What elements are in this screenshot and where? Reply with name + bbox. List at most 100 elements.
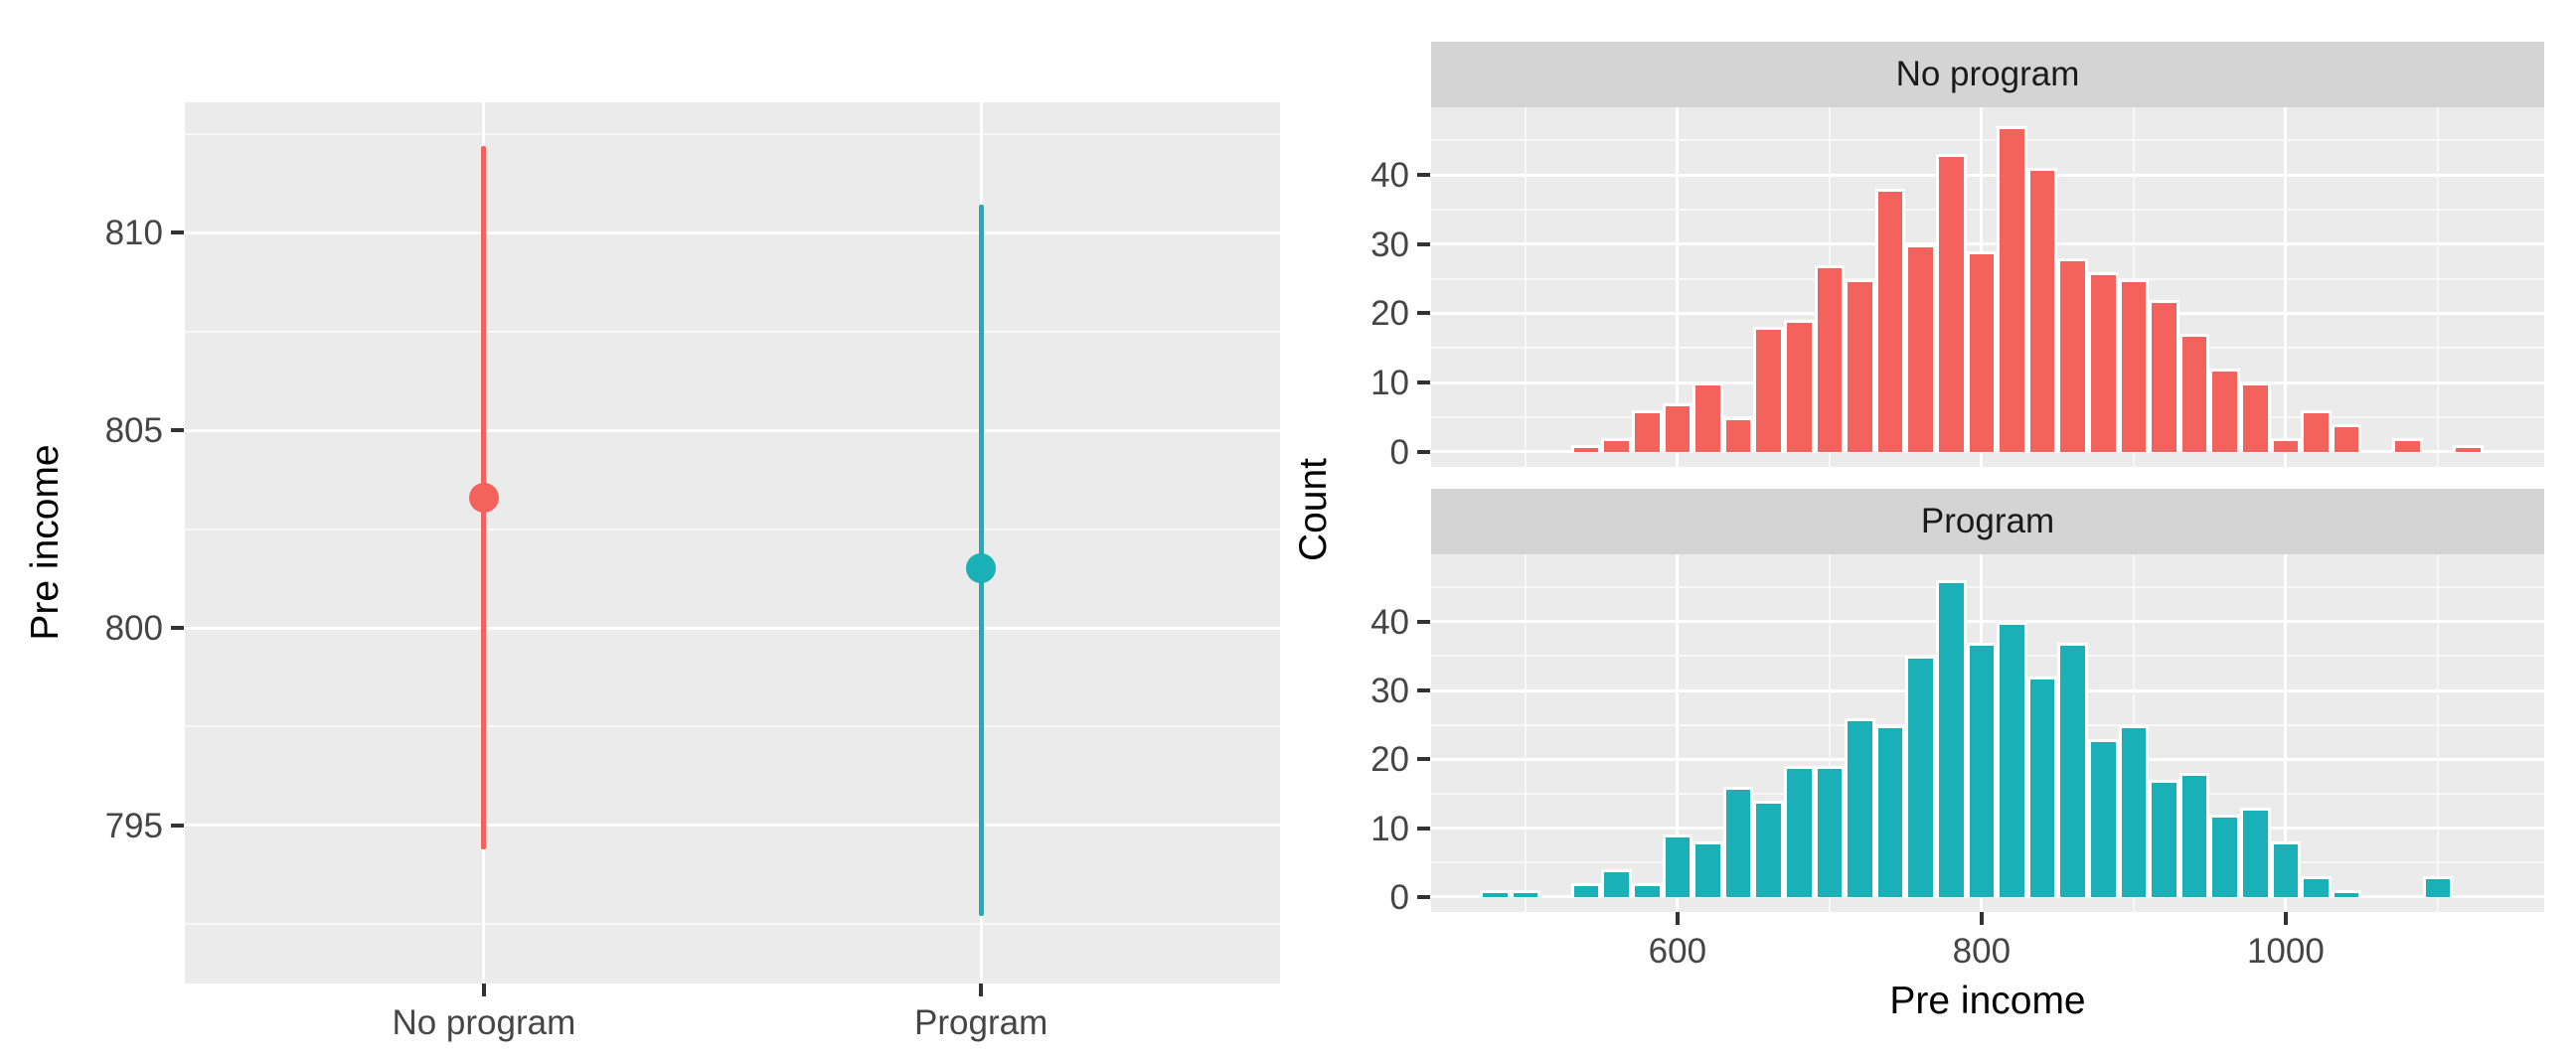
- histogram-bar: [1479, 889, 1511, 897]
- histogram-bar: [2118, 724, 2150, 897]
- histogram-bar: [1722, 416, 1754, 452]
- histogram-bar: [2149, 299, 2179, 452]
- mean-point-no-program: [468, 482, 499, 513]
- facet-strip-no-program: No program: [1431, 42, 2544, 107]
- histogram-bar: [1905, 243, 1936, 452]
- pointrange-plot: Pre income 795 800 805 810 No program Program: [24, 102, 1280, 1042]
- histogram-bar: [1845, 278, 1875, 452]
- gridline-major: [1431, 450, 2544, 454]
- histogram-bar: [2239, 807, 2271, 897]
- gridline-major: [1676, 107, 1680, 467]
- histogram-bar: [1601, 869, 1632, 897]
- gridline-minor: [185, 923, 1280, 926]
- x-tick-label: No program: [392, 1003, 576, 1042]
- gridline-minor: [2436, 107, 2439, 467]
- y-tick-mark: [171, 823, 184, 828]
- x-tick-label: 600: [1648, 932, 1707, 971]
- histogram-bar: [1631, 882, 1663, 897]
- histogram-bar: [1783, 766, 1815, 897]
- histogram-bar: [2270, 437, 2302, 452]
- y-tick-label: 0: [1389, 432, 1409, 472]
- y-tick-label: 800: [104, 609, 163, 649]
- y-tick-label: 40: [1370, 602, 1409, 642]
- histogram-bar: [1874, 724, 1906, 897]
- mean-point-program: [966, 553, 997, 584]
- histogram-bar: [1935, 580, 1967, 897]
- histogram-bar: [2209, 369, 2240, 452]
- y-tick-label: 795: [104, 806, 163, 845]
- y-tick-label: 10: [1370, 364, 1409, 403]
- histogram-bar: [2331, 423, 2362, 452]
- y-tick-mark: [1417, 241, 1430, 246]
- y-tick-mark: [171, 626, 184, 631]
- x-tick-mark: [1979, 912, 1984, 925]
- y-tick-mark: [1417, 894, 1430, 899]
- y-tick-mark: [1417, 688, 1430, 693]
- histogram-bar: [2087, 271, 2119, 452]
- gridline-major: [1431, 895, 2544, 899]
- gridline-major: [1676, 554, 1680, 912]
- histogram-panel-program: [1431, 554, 2544, 912]
- histogram-bar: [2239, 382, 2271, 452]
- y-tick-mark: [1417, 826, 1430, 831]
- x-tick-label: Program: [914, 1003, 1048, 1042]
- gridline-minor: [1524, 554, 1527, 912]
- pointrange-panel: [185, 102, 1280, 984]
- facet-strip-program: Program: [1431, 489, 2544, 554]
- x-tick-label: 1000: [2246, 932, 2325, 971]
- histogram-bar: [2178, 773, 2210, 897]
- histogram-bar: [1783, 320, 1815, 452]
- histogram-bar: [1662, 834, 1693, 897]
- gridline-minor: [1431, 586, 2544, 589]
- y-tick-mark: [1417, 757, 1430, 762]
- histogram-bar: [1874, 189, 1906, 452]
- histogram-bar: [2391, 437, 2423, 452]
- y-tick-mark: [1417, 311, 1430, 316]
- gridline-minor: [185, 528, 1280, 530]
- histogram-bar: [2178, 334, 2210, 452]
- y-tick-mark: [1417, 619, 1430, 624]
- histogram-bar: [1966, 250, 1998, 452]
- gridline-major: [185, 428, 1280, 432]
- gridline-major: [2284, 107, 2288, 467]
- histogram-bar: [2026, 677, 2058, 897]
- histogram-bar: [2149, 780, 2179, 897]
- histogram-bar: [1631, 409, 1663, 452]
- x-tick-mark: [979, 984, 984, 996]
- gridline-minor: [1431, 209, 2544, 212]
- histogram-bar: [2301, 876, 2332, 897]
- histogram-bar: [2270, 841, 2302, 897]
- y-tick-mark: [1417, 449, 1430, 454]
- x-tick-label: 800: [1952, 932, 2012, 971]
- histogram-bar: [1814, 264, 1846, 452]
- histogram-bar: [1997, 621, 2027, 897]
- histogram-bar: [2453, 444, 2484, 452]
- y-tick-label: 810: [104, 214, 163, 253]
- y-tick-label: 805: [104, 411, 163, 451]
- x-tick-mark: [1675, 912, 1680, 925]
- histogram-bar: [1905, 656, 1936, 897]
- histogram-bar: [1722, 787, 1754, 897]
- histogram-bar: [2026, 168, 2058, 452]
- right-x-axis-title: Pre income: [1889, 980, 2086, 1022]
- y-tick-label: 10: [1370, 809, 1409, 848]
- gridline-major: [1431, 242, 2544, 246]
- histogram-bar: [2209, 814, 2240, 897]
- histogram-bar: [1692, 841, 1723, 897]
- y-tick-mark: [1417, 380, 1430, 385]
- gridline-major: [185, 824, 1280, 828]
- gridline-major: [185, 626, 1280, 630]
- x-tick-mark: [481, 984, 486, 996]
- histogram-bar: [1570, 882, 1602, 897]
- x-tick-mark: [2283, 912, 2288, 925]
- histogram-bar: [1753, 800, 1784, 897]
- gridline-major: [1431, 620, 2544, 624]
- histogram-bar: [2118, 278, 2150, 452]
- histogram-bar: [1662, 402, 1693, 452]
- histogram-bar: [1814, 766, 1846, 897]
- gridline-minor: [1431, 139, 2544, 142]
- histogram-bar: [2301, 409, 2332, 452]
- gridline-minor: [185, 132, 1280, 135]
- y-tick-label: 30: [1370, 672, 1409, 711]
